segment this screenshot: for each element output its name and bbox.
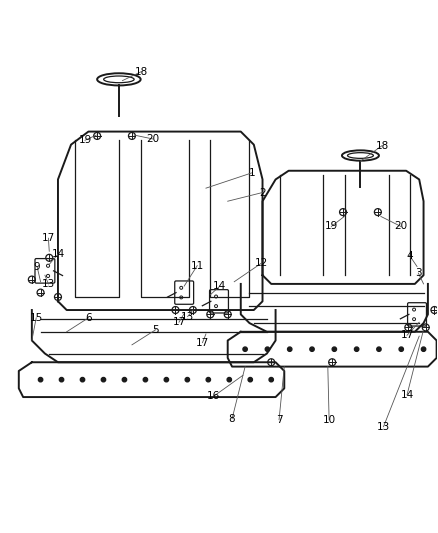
Circle shape [80,377,85,382]
Text: 14: 14 [51,249,64,260]
Text: 16: 16 [207,391,220,401]
Circle shape [39,377,43,382]
Circle shape [164,377,169,382]
Circle shape [310,347,314,351]
Text: 12: 12 [255,258,268,268]
Text: 14: 14 [400,390,413,400]
Text: 2: 2 [259,188,266,198]
Text: 17: 17 [400,330,413,340]
Circle shape [185,377,190,382]
Text: 13: 13 [42,279,55,289]
Circle shape [60,377,64,382]
Circle shape [122,377,127,382]
Text: 18: 18 [375,141,389,150]
Text: 1: 1 [248,168,255,178]
Text: 7: 7 [276,415,283,425]
Circle shape [101,377,106,382]
Circle shape [227,377,231,382]
Text: 3: 3 [415,268,422,278]
Text: 5: 5 [152,325,159,335]
Circle shape [265,347,270,351]
Text: 4: 4 [406,251,413,261]
Text: 13: 13 [377,422,390,432]
Text: 14: 14 [213,281,226,291]
Text: 15: 15 [30,313,43,323]
Text: 18: 18 [135,67,148,77]
Text: 17: 17 [172,317,186,327]
Circle shape [399,347,403,351]
Circle shape [332,347,336,351]
Text: 9: 9 [34,262,40,271]
Circle shape [206,377,211,382]
Circle shape [288,347,292,351]
Text: 20: 20 [394,221,407,231]
Text: 19: 19 [325,221,338,231]
Text: 19: 19 [78,135,92,146]
Text: 11: 11 [191,261,204,271]
Circle shape [243,347,247,351]
Circle shape [377,347,381,351]
Text: 17: 17 [196,338,209,348]
Text: 20: 20 [146,134,159,144]
Circle shape [354,347,359,351]
Text: 10: 10 [322,415,336,425]
Circle shape [248,377,252,382]
Text: 8: 8 [229,414,235,424]
Circle shape [421,347,426,351]
Text: 17: 17 [42,233,55,243]
Circle shape [143,377,148,382]
Text: 13: 13 [181,312,194,321]
Circle shape [269,377,273,382]
Text: 6: 6 [85,313,92,323]
